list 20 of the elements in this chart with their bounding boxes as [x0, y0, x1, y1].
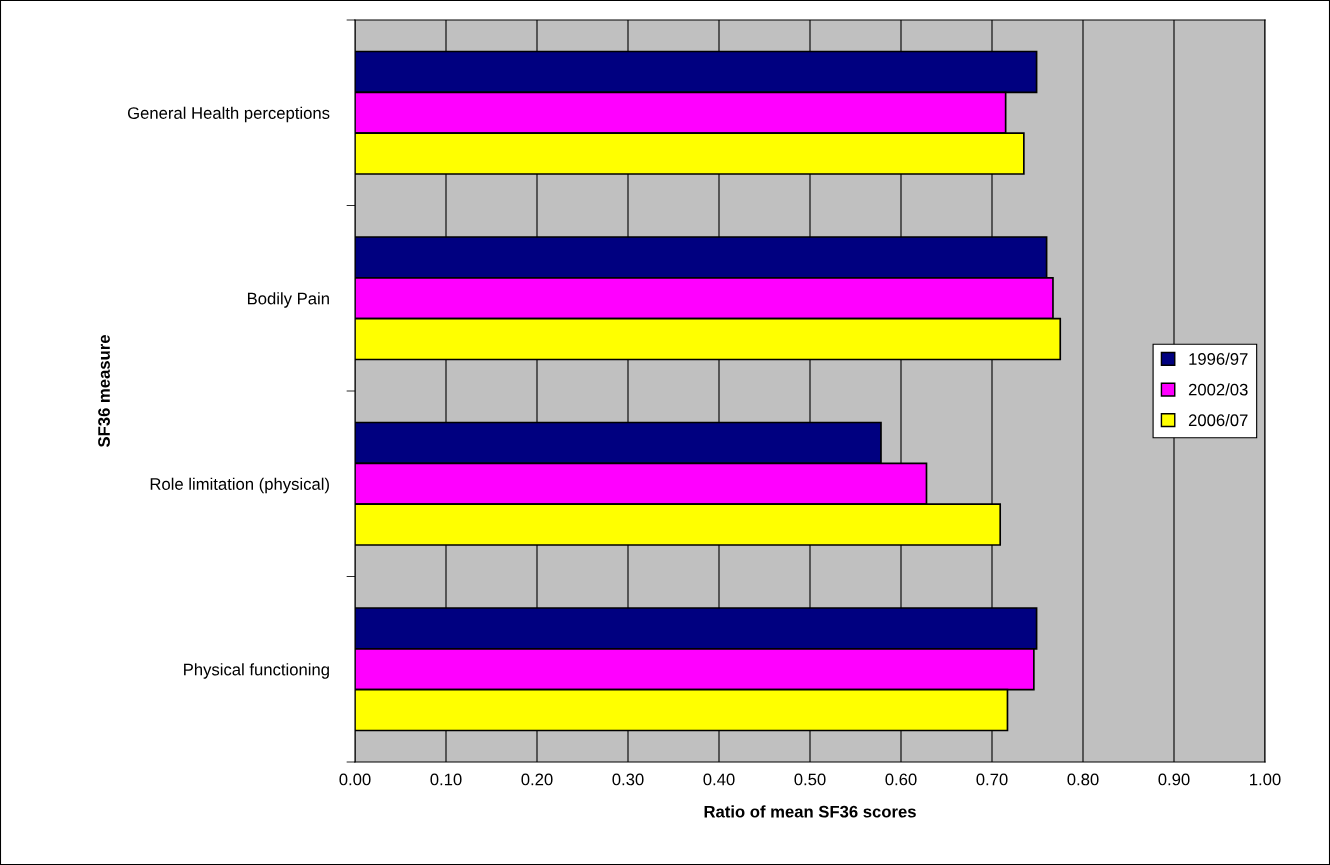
- y-tick-label: General Health perceptions: [127, 106, 330, 123]
- legend-label: 2002/03: [1188, 383, 1248, 396]
- x-tick-label: 0.00: [339, 773, 371, 786]
- x-tick-label: 0.90: [1158, 773, 1190, 786]
- y-tick-label: Bodily Pain: [247, 292, 329, 308]
- x-tick-label: 0.60: [885, 773, 917, 786]
- x-tick-label: 0.30: [612, 773, 644, 786]
- x-tick-label: 0.70: [976, 773, 1008, 786]
- x-tick-label: 0.10: [430, 773, 462, 786]
- x-tick-label: 0.40: [703, 773, 735, 786]
- legend-label: 2006/07: [1188, 413, 1248, 427]
- x-axis-title: Ratio of mean SF36 scores: [704, 805, 916, 818]
- x-tick-label: 0.20: [521, 773, 553, 786]
- x-tick-label: 0.80: [1067, 773, 1099, 786]
- y-tick-label: Physical functioning: [184, 663, 329, 679]
- legend-label: 1996/97: [1189, 352, 1248, 365]
- x-tick-label: 1.00: [1250, 773, 1281, 786]
- y-axis-title: SF36 measure: [98, 335, 110, 448]
- y-tick-label: Role limitation (physical): [150, 477, 329, 494]
- x-tick-label: 0.50: [794, 773, 826, 786]
